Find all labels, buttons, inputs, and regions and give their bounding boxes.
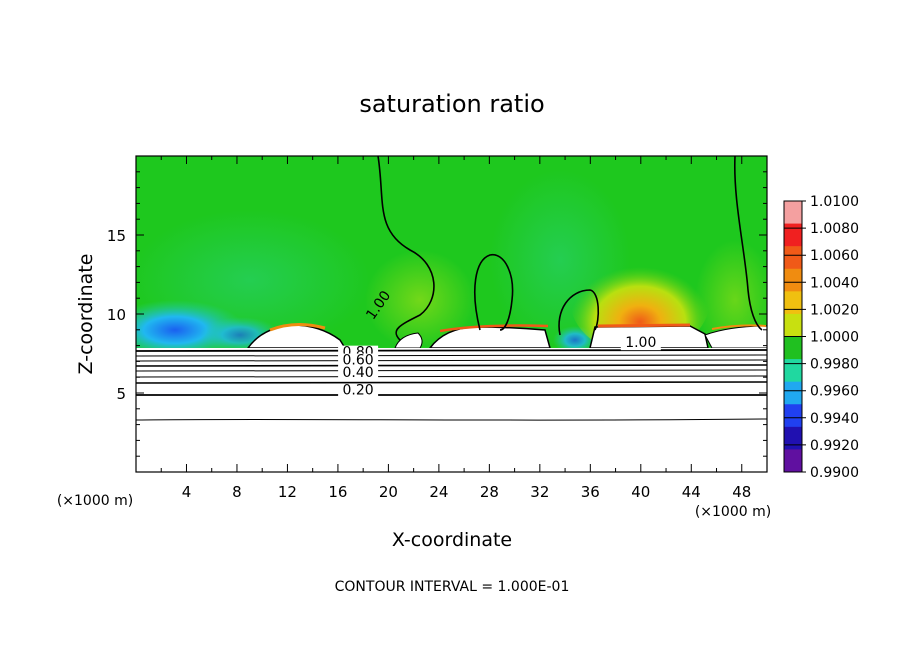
x-unit-right: (×1000 m) <box>695 504 771 520</box>
contour-label: 0.40 <box>343 365 374 381</box>
x-tick-label: 36 <box>581 483 600 501</box>
colorbar-swatch <box>784 246 802 270</box>
y-tick-label: 10 <box>107 306 126 324</box>
colorbar-label: 1.0040 <box>810 275 859 291</box>
y-tick-label: 5 <box>116 385 126 403</box>
colorbar-label: 1.0060 <box>810 248 859 264</box>
contour-label-bg <box>338 353 379 368</box>
colorbar: 1.0100 1.0080 1.0060 1.0040 1.0020 1.0000 0.99… <box>783 194 859 481</box>
colorbar-swatch <box>784 449 802 473</box>
colorbar-label: 0.9980 <box>810 357 859 373</box>
colorbar-label: 1.0020 <box>810 302 859 318</box>
x-tick-label: 44 <box>682 483 701 501</box>
colorbar-label: 1.0000 <box>810 330 859 346</box>
colorbar-swatch <box>784 359 802 383</box>
contour-labels: 1.001.000.800.600.400.20 <box>338 288 661 399</box>
y-axis-label: Z-coordinate <box>75 254 97 375</box>
contour-label: 1.00 <box>625 335 656 351</box>
x-axis-ticks: 4 8 12 16 20 24 28 32 36 40 44 48 <box>160 156 751 501</box>
colorbar-label: 1.0080 <box>810 221 859 237</box>
x-tick-label: 8 <box>232 483 242 501</box>
contour-label: 0.20 <box>343 383 374 399</box>
x-tick-label: 16 <box>328 483 347 501</box>
colorbar-swatch <box>784 426 802 450</box>
x-tick-label: 48 <box>732 483 751 501</box>
colorbar-label: 0.9940 <box>810 411 859 427</box>
colorbar-swatch <box>784 268 802 292</box>
colorbar-label: 0.9920 <box>810 438 859 454</box>
x-tick-label: 4 <box>182 483 192 501</box>
chart-title: saturation ratio <box>359 90 544 118</box>
colorbar-label: 1.0100 <box>810 194 859 210</box>
contour-label-bg <box>338 366 379 381</box>
x-tick-label: 40 <box>631 483 650 501</box>
colorbar-swatch <box>784 201 802 225</box>
contour-label-bg <box>338 383 379 398</box>
x-tick-label: 20 <box>379 483 398 501</box>
contour-interval-note: CONTOUR INTERVAL = 1.000E-01 <box>335 579 570 595</box>
heatmap-field <box>136 156 767 472</box>
colorbar-swatch <box>784 336 802 360</box>
contour-label-bg <box>620 336 661 351</box>
y-axis-ticks: 5 10 15 <box>107 171 767 457</box>
x-axis-label: X-coordinate <box>392 529 512 551</box>
x-tick-label: 24 <box>429 483 448 501</box>
colorbar-swatch <box>784 291 802 315</box>
colorbar-label: 0.9900 <box>810 465 859 481</box>
x-unit-left: (×1000 m) <box>57 493 133 509</box>
colorbar-swatch <box>784 381 802 405</box>
colorbar-swatch <box>784 313 802 337</box>
x-tick-label: 28 <box>480 483 499 501</box>
contour-label: 0.60 <box>343 353 374 369</box>
colorbar-swatch <box>784 223 802 247</box>
colorbar-swatch <box>784 404 802 428</box>
x-tick-label: 12 <box>278 483 297 501</box>
colorbar-label: 0.9960 <box>810 384 859 400</box>
y-tick-label: 15 <box>107 227 126 245</box>
x-tick-label: 32 <box>530 483 549 501</box>
